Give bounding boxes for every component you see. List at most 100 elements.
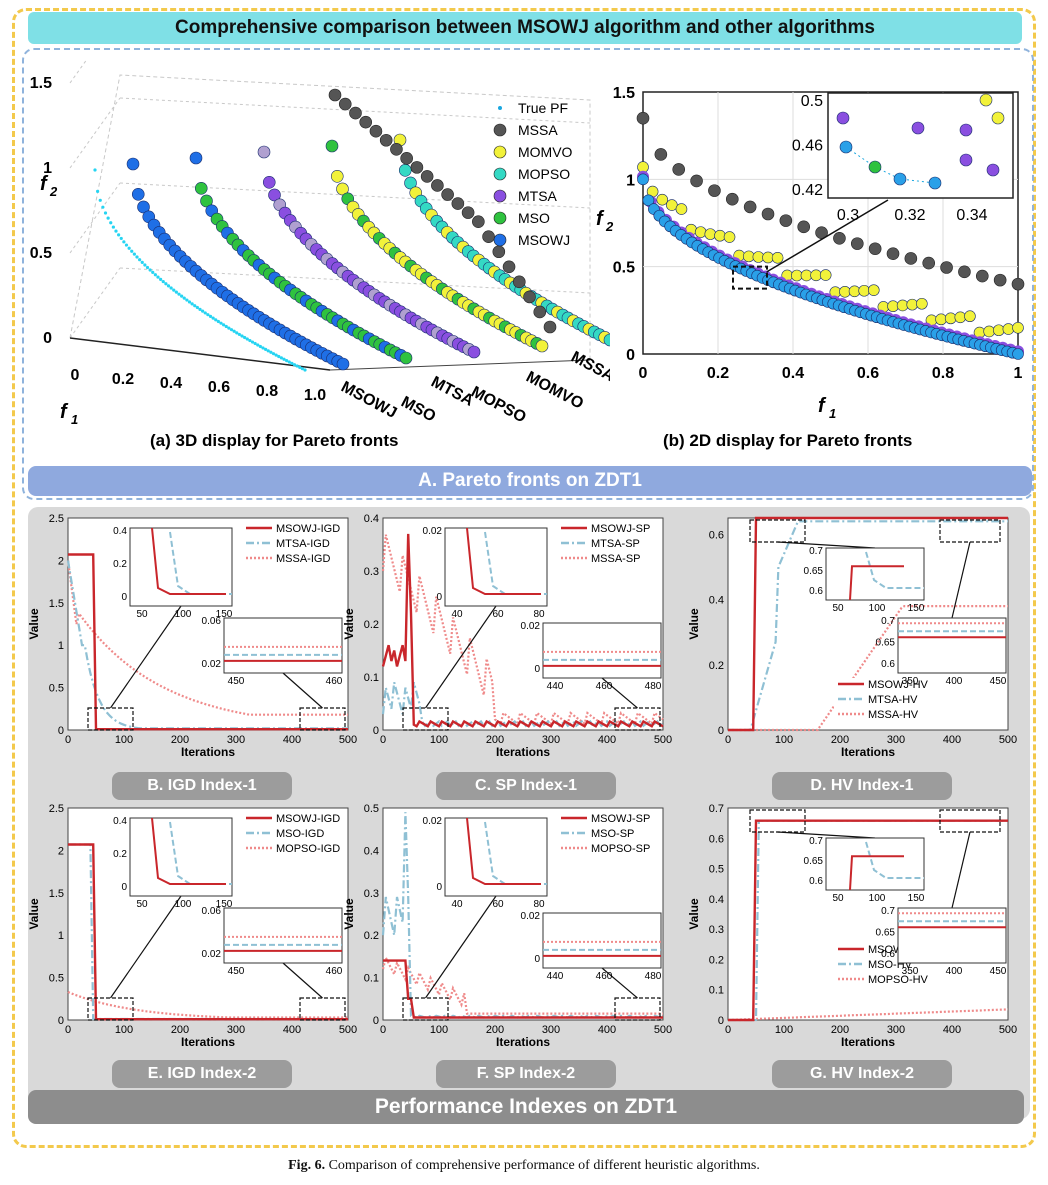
msowj-point	[1012, 348, 1024, 360]
mssa-point	[512, 275, 526, 289]
zoom-box	[402, 707, 449, 731]
inset-xtick: 480	[645, 681, 662, 692]
front-point	[166, 284, 171, 288]
ytick-label: 0.7	[709, 803, 724, 815]
front-point	[106, 216, 110, 220]
legend-bg	[834, 678, 938, 728]
ytick-label: 0	[43, 330, 52, 347]
inset-xtick: 350	[902, 676, 919, 687]
inset-xtick: 60	[492, 899, 504, 910]
inset-point	[911, 121, 925, 135]
front-point	[206, 313, 210, 317]
ytick-label: 0.3	[364, 566, 379, 578]
section-a-band: A. Pareto fronts on ZDT1	[28, 466, 1032, 496]
front-point	[277, 354, 281, 359]
xtick-label: 300	[887, 1024, 905, 1036]
front-point	[227, 326, 231, 330]
mssa-point	[461, 206, 475, 219]
inset-xtick: 350	[902, 966, 919, 977]
front-point	[257, 145, 271, 159]
inset-ytick: 0.65	[804, 566, 824, 577]
inset-ytick: 0.7	[809, 546, 823, 557]
front-point	[203, 311, 207, 315]
zoom-arrow	[766, 199, 889, 273]
front-point	[195, 305, 199, 310]
front-point	[292, 363, 297, 367]
inset-frame	[897, 617, 1007, 674]
xtick-label: 100	[115, 734, 133, 746]
inset-xtick: 400	[946, 966, 963, 977]
front-point	[182, 296, 186, 300]
inset-series-1	[151, 817, 226, 885]
inset-frame	[827, 92, 1014, 199]
inset-point	[893, 172, 907, 186]
zoom-box	[87, 707, 134, 731]
ytick-label: 0.2	[709, 660, 724, 672]
ytick-label: 1	[58, 930, 64, 942]
inset-xtick: 150	[216, 609, 233, 620]
inset-xtick: 440	[547, 971, 564, 982]
front-point	[245, 337, 249, 341]
inset-xtick: 0.3	[837, 207, 859, 224]
mssa-point	[533, 305, 547, 319]
inset-ytick: 0.4	[113, 526, 127, 537]
mssa-point	[338, 97, 352, 111]
legend-label: MSSA	[518, 122, 558, 138]
xtick-label: 0	[65, 1024, 71, 1036]
momvo-point	[694, 226, 707, 238]
inset-ytick: 0	[121, 592, 127, 603]
mssa-point	[390, 142, 403, 156]
legend-bg	[557, 522, 661, 572]
performance-band: Performance Indexes on ZDT1	[28, 1090, 1024, 1124]
series-line-1	[383, 959, 663, 1019]
inset-xtick: 460	[596, 971, 613, 982]
front-point	[131, 187, 145, 201]
zoom-box	[299, 707, 346, 731]
ytick-label: 0	[718, 1015, 724, 1027]
front-point	[98, 198, 102, 202]
front-point	[269, 350, 273, 354]
inset-ytick: 0.6	[809, 876, 823, 887]
series-line-3	[727, 1008, 1009, 1022]
ylabel: Value	[687, 898, 701, 930]
ytick-label: 1	[43, 160, 52, 177]
inset-xtick: 100	[175, 609, 192, 620]
xlabel-sub: 1	[71, 412, 78, 427]
mssa-point	[850, 237, 864, 250]
ytick-label: 0.5	[364, 803, 379, 815]
ytick-label: 0.4	[709, 595, 724, 607]
front-point	[250, 340, 255, 344]
xtick-label: 0	[71, 367, 80, 384]
ylabel: Value	[28, 608, 41, 640]
zoom-arrow	[425, 605, 497, 709]
legend-label: MTSA-IGD	[276, 538, 330, 550]
figure-title: Comprehensive comparison between MSOWJ a…	[28, 12, 1022, 44]
xtick-label: 0	[380, 1024, 386, 1036]
caption-label: Fig. 6.	[288, 1158, 326, 1173]
front-point	[295, 364, 299, 368]
inset-xtick: 400	[946, 676, 963, 687]
inset-point	[991, 111, 1005, 125]
series-line-1	[728, 516, 1008, 732]
front-point	[187, 300, 192, 304]
xtick-label: 1	[1014, 365, 1023, 382]
front-point	[229, 328, 234, 332]
ylabel-sub: 2	[49, 184, 58, 199]
x-axis	[69, 337, 331, 371]
ytick-label: 0.3	[709, 924, 724, 936]
grid-line	[69, 97, 121, 169]
inset-ytick: 0.6	[881, 659, 895, 670]
front-point	[219, 321, 223, 325]
inset-xtick: 450	[228, 966, 245, 977]
momvo-point	[867, 284, 880, 296]
momvo-point	[771, 251, 784, 264]
inset-xtick: 440	[547, 681, 564, 692]
momvo-point	[916, 297, 928, 310]
caption-text: Comparison of comprehensive performance …	[328, 1158, 760, 1173]
zoom-arrow	[951, 541, 971, 619]
inset-frame	[223, 907, 343, 964]
inset-xtick: 460	[596, 681, 613, 692]
inset-ytick: 0.06	[202, 616, 222, 627]
front-point	[282, 357, 286, 361]
ytick-label: 0.4	[364, 513, 379, 525]
